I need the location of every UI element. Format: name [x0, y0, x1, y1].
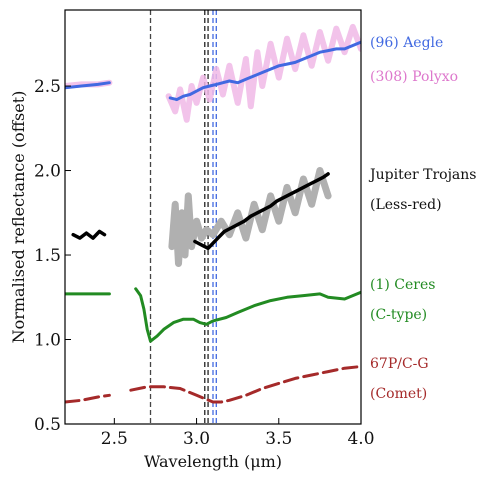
- label-trojans-line-1: Jupiter Trojans: [368, 167, 476, 183]
- series-ceres-segment-2: [134, 287, 361, 343]
- series-trojans-segment-1: [71, 229, 107, 240]
- series-trojans_band-segment-1: [168, 167, 332, 267]
- x-tick-label: 3.0: [183, 429, 210, 449]
- plot-frame: [64, 9, 362, 425]
- label-ceres-line-1: (1) Ceres: [370, 277, 435, 293]
- series-trojans-segment-2: [193, 172, 330, 251]
- y-tick-label: 2.5: [34, 77, 61, 97]
- y-tick-label: 2.0: [34, 162, 61, 182]
- label-comet-line-2: (Comet): [370, 386, 427, 402]
- series-labels: (96) Aegle (308) Polyxo Jupiter Trojans (Le…: [368, 35, 476, 402]
- label-ceres-line-2: (C-type): [370, 307, 427, 323]
- x-tick-label: 3.5: [265, 429, 292, 449]
- axis-ticks: 2.5 3.0 3.5 4.0 0.5 1.0 1.5 2.0 2.5: [34, 77, 375, 449]
- y-axis-label: Normalised reflectance (offset): [9, 91, 28, 344]
- label-polyxo-line-1: (308) Polyxo: [370, 69, 458, 85]
- series-aegle-segment-1: [65, 81, 111, 90]
- spectra: [65, 23, 361, 404]
- y-tick-label: 1.5: [34, 246, 61, 266]
- series-aegle-segment-2: [168, 40, 361, 102]
- x-axis-label: Wavelength (μm): [144, 452, 282, 471]
- label-comet-line-1: 67P/C-G: [370, 356, 429, 372]
- label-aegle-line-1: (96) Aegle: [370, 35, 443, 51]
- x-tick-label: 2.5: [101, 429, 128, 449]
- series-polyxo-segment-2: [165, 23, 361, 123]
- x-tick-label: 4.0: [347, 429, 374, 449]
- series-comet-segment-1: [65, 393, 111, 404]
- y-tick-label: 1.0: [34, 331, 61, 351]
- series-comet-segment-2: [129, 365, 361, 404]
- y-tick-label: 0.5: [34, 415, 61, 435]
- label-trojans-line-2: (Less-red): [370, 197, 442, 213]
